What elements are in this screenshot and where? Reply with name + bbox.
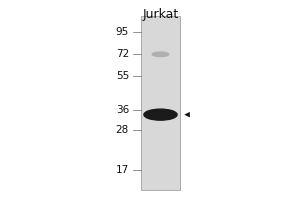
- Bar: [141, 16, 180, 190]
- Text: Jurkat: Jurkat: [142, 8, 178, 21]
- Text: 72: 72: [116, 49, 129, 59]
- Text: 17: 17: [116, 165, 129, 175]
- Text: 95: 95: [116, 27, 129, 37]
- Ellipse shape: [152, 52, 169, 57]
- Text: 28: 28: [116, 125, 129, 135]
- Text: 55: 55: [116, 71, 129, 81]
- Ellipse shape: [144, 109, 177, 120]
- Text: 36: 36: [116, 105, 129, 115]
